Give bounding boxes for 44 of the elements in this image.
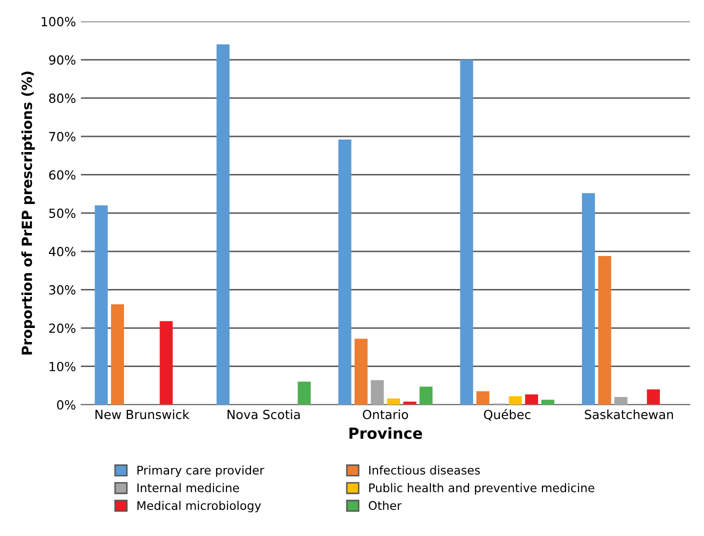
- bar: [370, 380, 384, 405]
- y-tick-label: 10%: [50, 362, 76, 372]
- y-tick-label: 40%: [48, 246, 76, 256]
- bar: [403, 402, 416, 405]
- bar: [598, 256, 612, 405]
- bar: [111, 304, 124, 405]
- x-axis-title: Province: [349, 427, 422, 440]
- y-axis-title: Proportion of PrEP prescriptions (%): [21, 72, 35, 354]
- x-tick-label: Saskatchewan: [584, 410, 673, 420]
- bar: [541, 400, 554, 405]
- bar: [508, 396, 522, 405]
- y-tick-label: 90%: [49, 55, 76, 65]
- bar: [94, 205, 108, 405]
- x-tick-label: New Brunswick: [96, 410, 190, 420]
- bar: [614, 397, 628, 405]
- bar: [525, 394, 538, 405]
- bar: [476, 391, 490, 405]
- y-tick-label: 70%: [49, 132, 76, 142]
- bar: [387, 398, 400, 405]
- bar: [460, 60, 474, 405]
- legend-label: Medical microbiology: [137, 500, 262, 512]
- bar: [338, 139, 352, 405]
- legend-label: Other: [368, 500, 402, 510]
- bar: [298, 382, 311, 405]
- y-tick-label: 60%: [49, 170, 76, 180]
- bar: [646, 389, 660, 405]
- bar: [582, 193, 595, 405]
- y-tick-label: 100%: [42, 16, 76, 26]
- x-tick-label: Nova Scotia: [228, 410, 300, 420]
- y-tick-label: 80%: [49, 94, 76, 104]
- bar: [160, 321, 173, 405]
- bar: [216, 44, 230, 405]
- legend-label: Internal medicine: [137, 483, 239, 492]
- bar: [354, 338, 368, 405]
- y-tick-label: 50%: [49, 208, 76, 218]
- legend-label: Primary care provider: [137, 465, 264, 477]
- legend-label: Public health and preventive medicine: [369, 483, 594, 495]
- y-tick-label: 20%: [49, 324, 76, 333]
- x-tick-label: Ontario: [362, 410, 408, 420]
- y-tick-label: 0%: [57, 400, 76, 410]
- bar: [420, 386, 433, 405]
- x-tick-label: Québec: [484, 409, 530, 421]
- legend-label: Infectious diseases: [369, 465, 480, 475]
- y-tick-label: 30%: [49, 285, 76, 295]
